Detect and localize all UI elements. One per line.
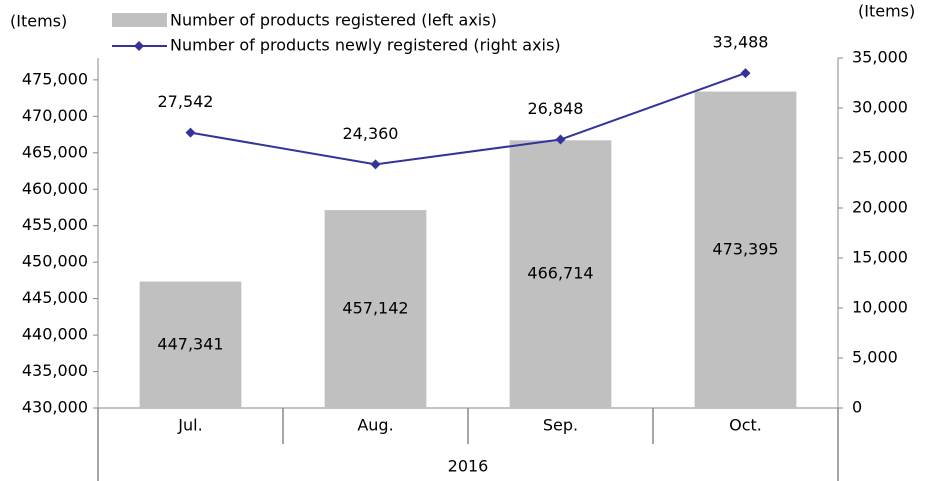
line-value-label: 33,488: [713, 33, 769, 52]
bar: [509, 140, 612, 408]
y2-tick-label: 25,000: [852, 148, 908, 167]
x-tick-label: Jul.: [177, 416, 202, 435]
y-axis-title: (Items): [10, 12, 67, 31]
x-tick-label: Sep.: [543, 416, 578, 435]
y2-tick-label: 15,000: [852, 248, 908, 267]
bar: [324, 210, 427, 408]
y2-tick-label: 0: [852, 398, 862, 417]
y-tick-label: 430,000: [22, 398, 88, 417]
bar: [139, 281, 242, 408]
line-marker: [740, 68, 751, 79]
line-marker: [370, 159, 381, 170]
y-tick-label: 435,000: [22, 361, 88, 380]
legend-swatch: [112, 13, 167, 27]
y-tick-label: 450,000: [22, 252, 88, 271]
y2-tick-label: 30,000: [852, 98, 908, 117]
y-tick-label: 460,000: [22, 179, 88, 198]
legend-label: Number of products newly registered (rig…: [170, 36, 561, 55]
y-tick-label: 440,000: [22, 325, 88, 344]
y-tick-label: 445,000: [22, 288, 88, 307]
x-tick-label: Oct.: [729, 416, 762, 435]
legend-marker: [134, 41, 144, 51]
y-tick-label: 465,000: [22, 142, 88, 161]
line-value-label: 27,542: [158, 92, 214, 111]
bar-value-label: 457,142: [342, 299, 408, 318]
y2-tick-label: 35,000: [852, 48, 908, 67]
x-tick-label: Aug.: [357, 416, 393, 435]
group-label: 2016: [448, 457, 489, 476]
line-value-label: 24,360: [343, 124, 399, 143]
y2-tick-label: 20,000: [852, 198, 908, 217]
line-value-label: 26,848: [528, 99, 584, 118]
bar-value-label: 473,395: [712, 239, 778, 258]
y-tick-label: 470,000: [22, 106, 88, 125]
legend-label: Number of products registered (left axis…: [170, 11, 497, 30]
bar-value-label: 447,341: [157, 334, 223, 353]
y2-axis-title: (Items): [858, 2, 915, 21]
line-marker: [185, 127, 196, 138]
y-tick-label: 475,000: [22, 69, 88, 88]
y-tick-label: 455,000: [22, 215, 88, 234]
bar: [694, 91, 797, 408]
line: [190, 72, 746, 166]
y2-tick-label: 5,000: [852, 348, 898, 367]
line-marker: [555, 134, 566, 145]
y2-tick-label: 10,000: [852, 298, 908, 317]
bar-value-label: 466,714: [527, 264, 593, 283]
